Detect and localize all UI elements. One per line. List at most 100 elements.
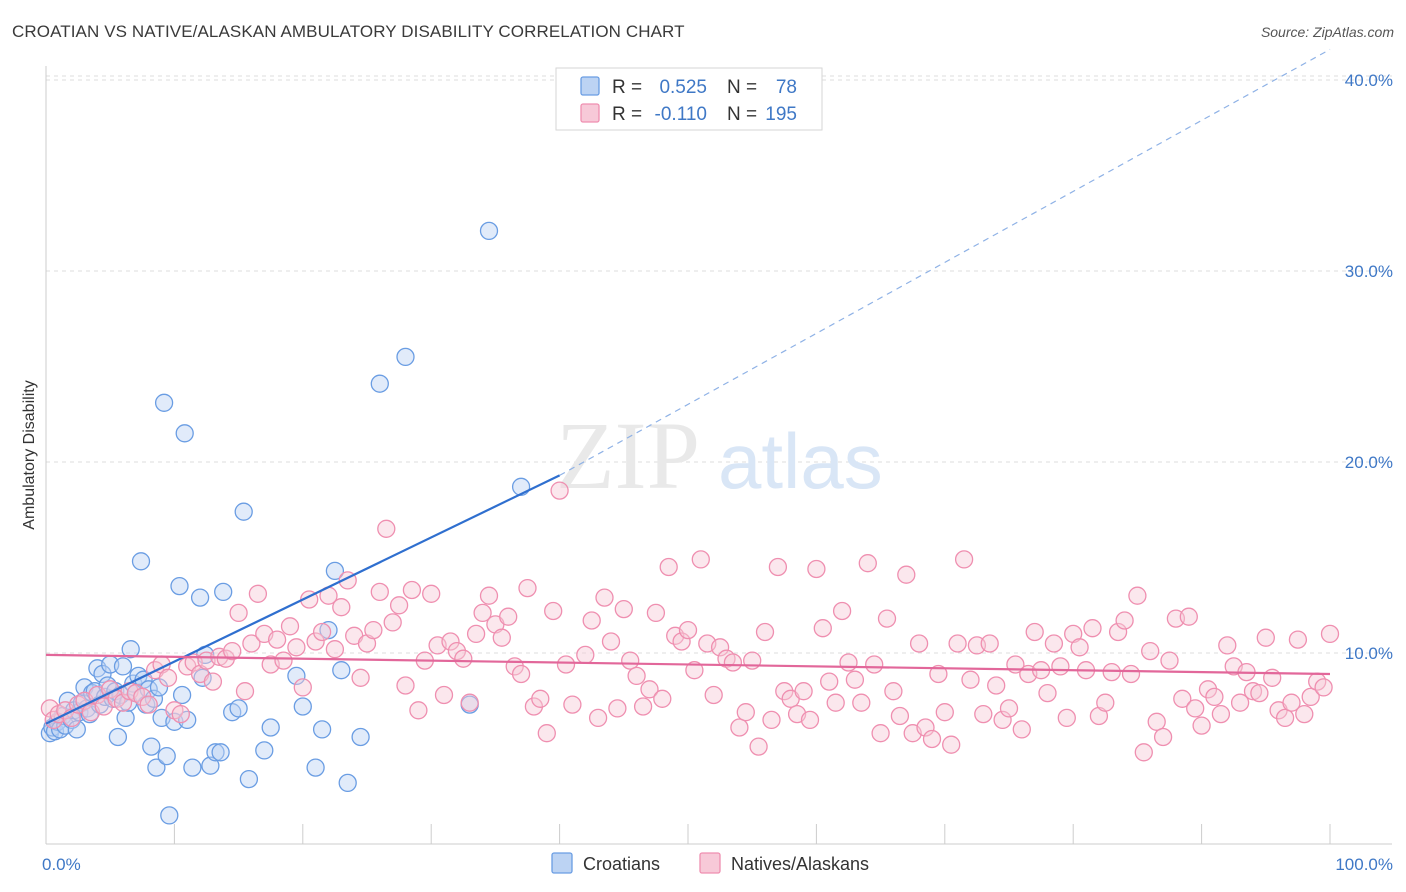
data-point	[121, 640, 140, 659]
data-point	[730, 718, 749, 737]
data-point	[871, 724, 890, 743]
data-point	[160, 806, 179, 825]
stats-legend-n-value: 195	[765, 104, 797, 125]
data-point	[211, 743, 230, 762]
data-point	[1320, 624, 1340, 644]
stats-legend-r-value: -0.110	[655, 104, 707, 125]
data-point	[422, 584, 441, 603]
data-point	[1096, 693, 1115, 712]
data-point	[1141, 641, 1160, 661]
data-point	[325, 640, 345, 659]
data-point	[768, 557, 788, 577]
data-point	[595, 588, 614, 607]
data-point	[239, 769, 259, 789]
data-point	[685, 661, 704, 680]
data-point	[144, 689, 164, 708]
data-point	[1211, 704, 1231, 724]
data-point	[351, 668, 370, 687]
data-point	[1179, 607, 1198, 626]
data-point	[608, 699, 627, 718]
series-natives-points	[40, 481, 1340, 762]
data-point	[672, 632, 691, 651]
data-point	[1044, 634, 1064, 653]
data-point	[154, 393, 174, 412]
data-point	[234, 502, 253, 521]
data-point	[235, 682, 255, 701]
legend-swatch-natives	[699, 852, 721, 874]
data-point	[131, 552, 151, 571]
data-point	[877, 609, 897, 628]
x-tick-labels: 0.0% 100.0%	[42, 855, 1393, 874]
series-croatians-points	[40, 221, 531, 825]
x-tick-label-right: 100.0%	[1335, 855, 1393, 874]
data-point	[293, 678, 312, 697]
data-point	[1301, 687, 1320, 707]
data-point	[229, 603, 248, 623]
data-point	[280, 617, 300, 636]
data-point	[1205, 687, 1224, 707]
data-point	[556, 655, 576, 674]
data-point	[142, 737, 161, 756]
source-credit: Source: ZipAtlas.com	[1260, 24, 1394, 40]
data-point	[1275, 708, 1295, 728]
data-point	[845, 670, 865, 689]
data-point	[1108, 622, 1128, 642]
chart-title: CROATIAN VS NATIVE/ALASKAN AMBULATORY DI…	[12, 22, 685, 41]
y-tick-label: 30.0%	[1345, 262, 1393, 281]
data-point	[1038, 683, 1057, 703]
data-point	[190, 588, 210, 607]
data-point	[332, 598, 351, 617]
data-point	[576, 645, 595, 665]
legend-label-natives: Natives/Alaskans	[731, 854, 869, 874]
data-point	[909, 634, 929, 653]
y-axis-label: Ambulatory Disability	[21, 380, 38, 529]
data-point	[1173, 689, 1192, 708]
data-point	[755, 622, 775, 642]
data-point	[1051, 657, 1070, 676]
data-point	[659, 557, 678, 577]
data-point	[473, 603, 492, 623]
data-point	[1160, 651, 1179, 670]
data-point	[1256, 628, 1275, 647]
data-point	[691, 550, 710, 569]
data-point	[832, 601, 852, 621]
data-point	[1218, 636, 1237, 655]
trend-extension-croatians	[559, 48, 1331, 476]
y-tick-label: 40.0%	[1345, 71, 1393, 90]
stats-legend-n-value: 78	[776, 77, 797, 98]
data-point	[364, 620, 383, 640]
y-tick-labels: 10.0% 20.0% 30.0% 40.0%	[1345, 71, 1393, 663]
data-point	[93, 664, 112, 684]
data-point	[383, 613, 402, 632]
data-point	[839, 653, 858, 672]
data-point	[993, 710, 1012, 730]
data-point	[396, 676, 415, 695]
data-point	[370, 374, 389, 393]
stats-legend-r-value: 0.525	[659, 77, 707, 98]
data-point	[338, 773, 357, 793]
data-point	[175, 424, 194, 443]
series-legend: Croatians Natives/Alaskans	[551, 852, 869, 874]
data-point	[1012, 720, 1031, 739]
data-point	[678, 620, 698, 640]
data-point	[916, 718, 935, 737]
data-point	[113, 657, 133, 676]
data-point	[614, 599, 633, 619]
data-point	[999, 699, 1019, 718]
data-point	[389, 596, 409, 615]
data-point	[813, 619, 832, 638]
data-point	[229, 699, 248, 718]
data-point	[621, 651, 640, 670]
data-point	[929, 664, 948, 684]
data-point	[274, 651, 293, 670]
data-point	[147, 758, 166, 777]
data-point	[511, 664, 531, 684]
data-point	[441, 632, 460, 651]
data-point	[312, 720, 332, 739]
data-point	[710, 638, 730, 657]
data-point	[653, 689, 672, 708]
data-point	[800, 710, 820, 730]
data-point	[736, 703, 755, 722]
data-point	[214, 582, 233, 602]
data-point	[248, 584, 268, 603]
